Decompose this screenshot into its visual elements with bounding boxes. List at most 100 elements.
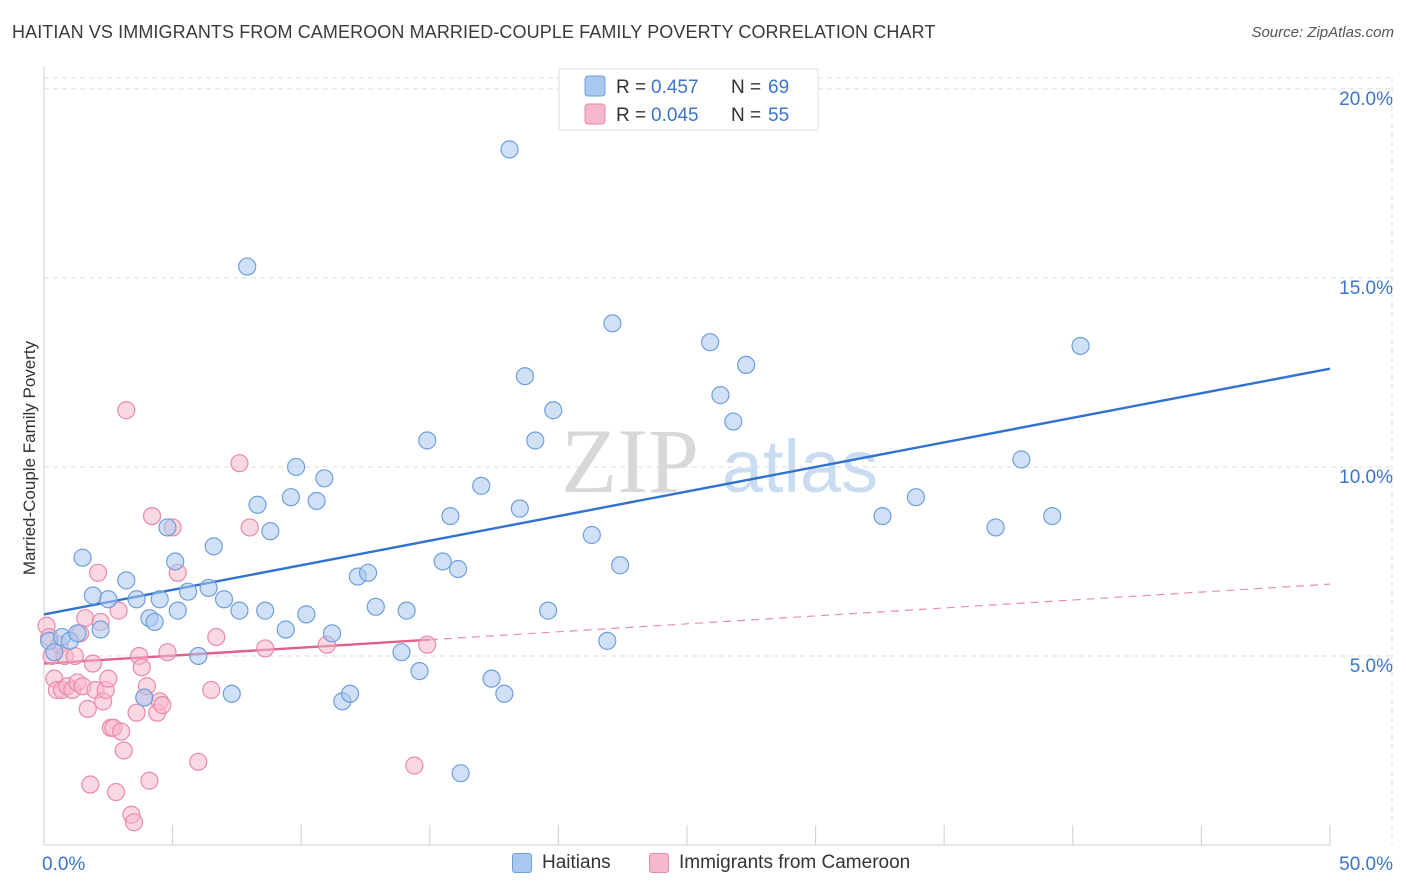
tick-labels: 5.0% 10.0% 15.0% 20.0% 0.0% 50.0% (42, 89, 1393, 875)
cameroon-point (158, 643, 177, 662)
haitians-point (611, 556, 630, 575)
haitians-point (418, 431, 437, 450)
haitians-point (724, 412, 743, 431)
haitians-point (582, 525, 601, 545)
haitians-point (117, 571, 136, 590)
haitians-point (482, 669, 501, 688)
cameroon-point (127, 703, 146, 722)
y-axis-label: Married-Couple Family Poverty (20, 340, 39, 575)
legend-label-haitians: Haitians (542, 852, 611, 873)
haitians-point (441, 506, 460, 526)
haitians-point (598, 631, 617, 650)
haitians-point (166, 552, 185, 571)
haitians-point (410, 661, 429, 681)
legend-n-label-2: N = (731, 105, 761, 126)
legend-n-value-1: 69 (768, 77, 789, 98)
cameroon-point (114, 741, 133, 760)
haitians-point (261, 522, 280, 541)
haitians-point (307, 491, 326, 511)
y-tick-label: 10.0% (1339, 467, 1393, 488)
legend-swatch-cameroon (584, 103, 606, 125)
legend-swatch-haitians-bottom (512, 853, 532, 873)
haitians-point (1012, 450, 1031, 469)
haitians-point (544, 401, 563, 420)
source-credit: Source: ZipAtlas.com (1251, 24, 1394, 41)
haitians-point (238, 257, 257, 276)
x-tick-label: 50.0% (1339, 854, 1393, 875)
haitians-point (150, 590, 169, 609)
haitians-point (906, 488, 926, 507)
legend-n-label-1: N = (731, 77, 761, 98)
cameroon-point (189, 752, 208, 771)
haitians-point (178, 582, 198, 601)
haitians-point (397, 601, 416, 620)
cameroon-point (106, 782, 126, 802)
haitians-point (701, 333, 720, 352)
haitians-point (433, 552, 452, 571)
cameroon-point (405, 756, 424, 775)
cameroon-trend-line-extension (429, 583, 1331, 641)
cameroon-trend-line (43, 638, 430, 665)
haitians-point (230, 601, 249, 620)
cameroon-point (256, 639, 275, 658)
grid-lines (44, 77, 1393, 845)
haitians-point (214, 590, 234, 609)
haitians-point (135, 688, 154, 707)
haitians-point (358, 563, 378, 582)
haitians-point (168, 601, 187, 620)
data-points (37, 140, 1090, 832)
cameroon-point (76, 609, 95, 628)
haitians-point (83, 586, 102, 605)
haitians-point (1071, 336, 1090, 356)
haitians-point (204, 537, 223, 556)
y-tick-label: 15.0% (1339, 278, 1393, 299)
haitians-point (91, 620, 110, 639)
haitians-point (500, 140, 519, 159)
cameroon-point (207, 627, 226, 647)
cameroon-point (112, 722, 131, 741)
trend-lines (43, 367, 1331, 665)
cameroon-point (140, 771, 159, 790)
haitians-point (189, 646, 208, 666)
haitians-point (276, 620, 295, 639)
legend-swatch-cameroon-bottom (649, 853, 669, 873)
haitians-point (366, 597, 385, 616)
cameroon-point (81, 775, 100, 794)
haitians-point (45, 643, 64, 662)
cameroon-point (83, 654, 102, 673)
watermark: ZIP atlas (561, 410, 878, 512)
haitians-point (392, 643, 411, 662)
haitians-point (322, 624, 342, 643)
cameroon-point (117, 401, 136, 420)
watermark-atlas: atlas (722, 425, 878, 508)
haitians-point (515, 367, 535, 386)
x-tick-label: 0.0% (42, 854, 85, 875)
haitians-point (711, 386, 730, 405)
cameroon-point (88, 563, 108, 582)
haitians-point (145, 612, 164, 632)
legend-swatch-haitians (584, 75, 606, 97)
legend-r-label-1: R = (616, 77, 646, 98)
legend-label-cameroon: Immigrants from Cameroon (679, 852, 911, 873)
haitians-trend-line (43, 367, 1331, 616)
haitians-point (448, 559, 468, 579)
haitians-point (340, 684, 360, 703)
haitians-point (158, 518, 177, 537)
haitians-point (256, 601, 275, 620)
haitians-point (510, 499, 529, 518)
haitians-point (281, 488, 301, 507)
haitians-point (297, 605, 316, 624)
legend-item-cameroon: Immigrants from Cameroon (649, 852, 910, 874)
cameroon-point (202, 680, 221, 700)
haitians-point (286, 457, 306, 477)
watermark-zip: ZIP (561, 410, 699, 512)
haitians-point (68, 624, 87, 643)
haitians-point (737, 355, 756, 374)
haitians-point (451, 764, 470, 783)
chart-title: HAITIAN VS IMMIGRANTS FROM CAMEROON MARR… (12, 22, 936, 42)
legend-r-label-2: R = (616, 105, 646, 126)
haitians-point (127, 590, 146, 609)
legend-bottom: Haitians Immigrants from Cameroon (0, 852, 1406, 878)
cameroon-point (153, 696, 172, 715)
